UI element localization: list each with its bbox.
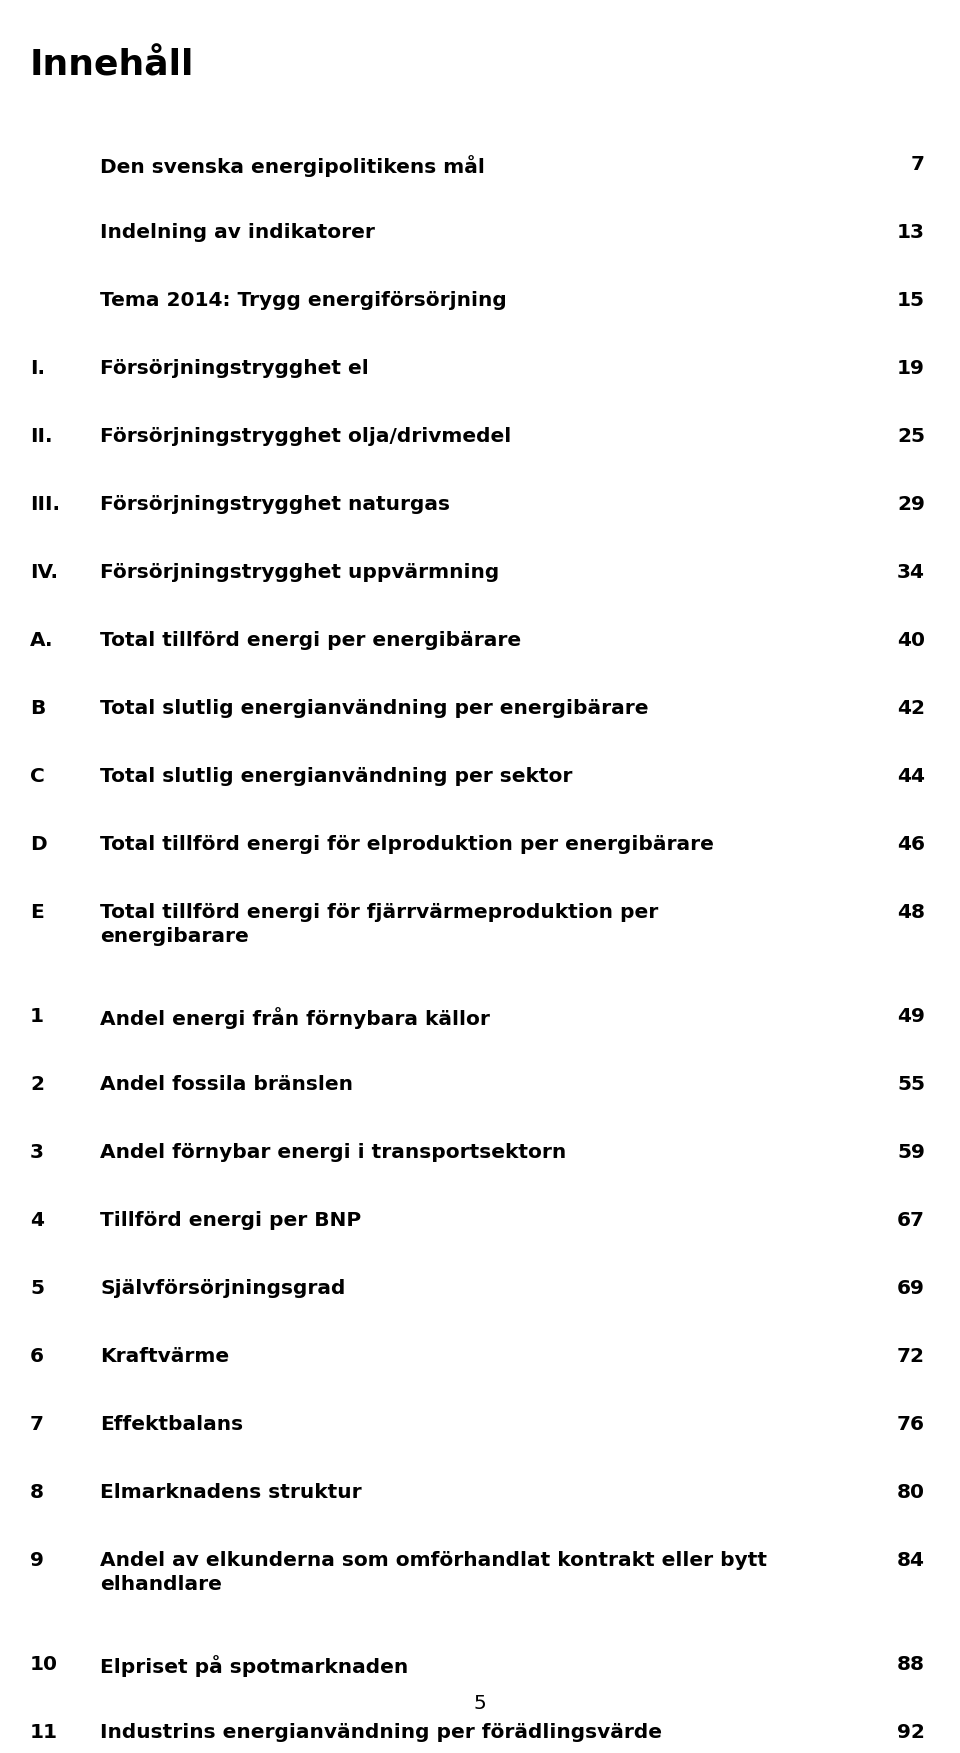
Text: 44: 44 — [897, 768, 925, 785]
Text: Total slutlig energianvändning per sektor: Total slutlig energianvändning per sekto… — [100, 768, 572, 785]
Text: Kraftvärme: Kraftvärme — [100, 1346, 229, 1366]
Text: 25: 25 — [897, 428, 925, 445]
Text: 48: 48 — [897, 903, 925, 922]
Text: E: E — [30, 903, 44, 922]
Text: 10: 10 — [30, 1655, 58, 1674]
Text: 4: 4 — [30, 1211, 44, 1231]
Text: A.: A. — [30, 631, 54, 650]
Text: Försörjningstrygghet olja/drivmedel: Försörjningstrygghet olja/drivmedel — [100, 428, 512, 445]
Text: 67: 67 — [897, 1211, 925, 1231]
Text: Försörjningstrygghet uppvärmning: Försörjningstrygghet uppvärmning — [100, 563, 499, 582]
Text: 46: 46 — [897, 834, 925, 854]
Text: 9: 9 — [30, 1551, 44, 1571]
Text: 49: 49 — [898, 1006, 925, 1026]
Text: 11: 11 — [30, 1723, 58, 1742]
Text: 69: 69 — [898, 1280, 925, 1297]
Text: IV.: IV. — [30, 563, 58, 582]
Text: Effektbalans: Effektbalans — [100, 1415, 243, 1434]
Text: Den svenska energipolitikens mål: Den svenska energipolitikens mål — [100, 154, 485, 177]
Text: Total tillförd energi per energibärare: Total tillförd energi per energibärare — [100, 631, 521, 650]
Text: I.: I. — [30, 359, 45, 379]
Text: 2: 2 — [30, 1075, 44, 1094]
Text: 6: 6 — [30, 1346, 44, 1366]
Text: 1: 1 — [30, 1006, 44, 1026]
Text: Total tillförd energi för elproduktion per energibärare: Total tillförd energi för elproduktion p… — [100, 834, 714, 854]
Text: 15: 15 — [897, 291, 925, 310]
Text: 55: 55 — [897, 1075, 925, 1094]
Text: Elpriset på spotmarknaden: Elpriset på spotmarknaden — [100, 1655, 408, 1678]
Text: 34: 34 — [897, 563, 925, 582]
Text: 5: 5 — [473, 1693, 487, 1713]
Text: 13: 13 — [897, 223, 925, 242]
Text: Elmarknadens struktur: Elmarknadens struktur — [100, 1483, 362, 1502]
Text: Indelning av indikatorer: Indelning av indikatorer — [100, 223, 374, 242]
Text: Total tillförd energi för fjärrvärmeproduktion per
energibarare: Total tillförd energi för fjärrvärmeprod… — [100, 903, 659, 947]
Text: Tema 2014: Trygg energiförsörjning: Tema 2014: Trygg energiförsörjning — [100, 291, 507, 310]
Text: 88: 88 — [897, 1655, 925, 1674]
Text: 92: 92 — [898, 1723, 925, 1742]
Text: Självförsörjningsgrad: Självförsörjningsgrad — [100, 1280, 346, 1297]
Text: 59: 59 — [898, 1143, 925, 1162]
Text: 42: 42 — [897, 699, 925, 719]
Text: Försörjningstrygghet naturgas: Försörjningstrygghet naturgas — [100, 494, 450, 514]
Text: 72: 72 — [897, 1346, 925, 1366]
Text: 84: 84 — [897, 1551, 925, 1571]
Text: B: B — [30, 699, 45, 719]
Text: Andel förnybar energi i transportsektorn: Andel förnybar energi i transportsektorn — [100, 1143, 566, 1162]
Text: Försörjningstrygghet el: Försörjningstrygghet el — [100, 359, 369, 379]
Text: 3: 3 — [30, 1143, 44, 1162]
Text: Andel fossila bränslen: Andel fossila bränslen — [100, 1075, 353, 1094]
Text: 5: 5 — [30, 1280, 44, 1297]
Text: D: D — [30, 834, 47, 854]
Text: 19: 19 — [898, 359, 925, 379]
Text: III.: III. — [30, 494, 60, 514]
Text: Andel av elkunderna som omförhandlat kontrakt eller bytt
elhandlare: Andel av elkunderna som omförhandlat kon… — [100, 1551, 767, 1593]
Text: Industrins energianvändning per förädlingsvärde: Industrins energianvändning per förädlin… — [100, 1723, 662, 1742]
Text: C: C — [30, 768, 45, 785]
Text: 7: 7 — [30, 1415, 44, 1434]
Text: 29: 29 — [898, 494, 925, 514]
Text: 76: 76 — [897, 1415, 925, 1434]
Text: 80: 80 — [897, 1483, 925, 1502]
Text: Tillförd energi per BNP: Tillförd energi per BNP — [100, 1211, 361, 1231]
Text: 8: 8 — [30, 1483, 44, 1502]
Text: 40: 40 — [897, 631, 925, 650]
Text: II.: II. — [30, 428, 53, 445]
Text: Innehåll: Innehåll — [30, 47, 194, 82]
Text: Andel energi från förnybara källor: Andel energi från förnybara källor — [100, 1006, 490, 1029]
Text: Total slutlig energianvändning per energibärare: Total slutlig energianvändning per energ… — [100, 699, 649, 719]
Text: 7: 7 — [911, 154, 925, 174]
